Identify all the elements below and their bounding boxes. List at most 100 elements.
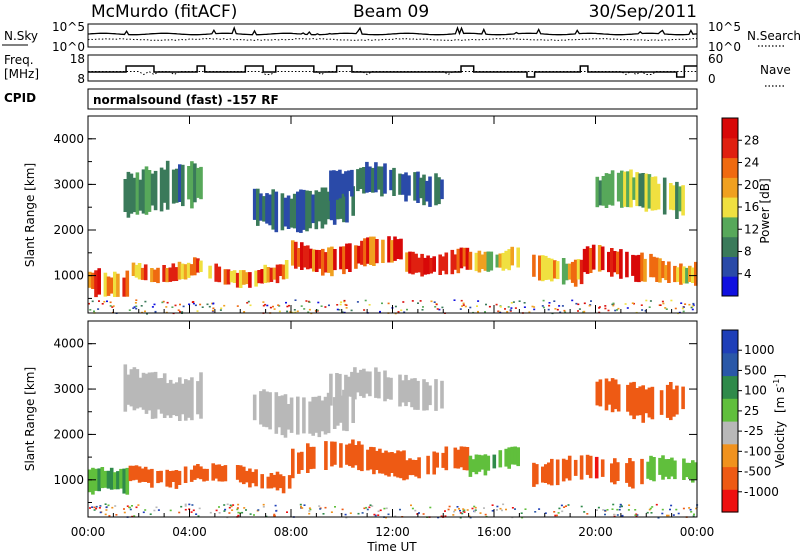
- echo-cell: [685, 462, 689, 478]
- scatter-cell: [146, 313, 148, 315]
- echo-cell: [183, 466, 188, 483]
- scatter-cell: [491, 510, 494, 512]
- scatter-cell: [555, 514, 558, 517]
- echo-cell: [315, 249, 319, 272]
- scatter-cell: [123, 508, 125, 510]
- scatter-cell: [548, 302, 551, 304]
- echo-cell: [392, 167, 396, 196]
- scatter-cell: [334, 506, 336, 508]
- echo-cell: [413, 378, 417, 410]
- scatter-cell: [316, 309, 319, 311]
- echo-cell: [610, 378, 615, 413]
- echo-cell: [277, 396, 282, 428]
- echo-cell: [610, 248, 614, 277]
- echo-cell: [375, 239, 379, 264]
- echo-cell: [405, 460, 409, 480]
- echo-cell: [272, 474, 277, 488]
- scatter-cell: [444, 510, 446, 512]
- echo-cell: [126, 171, 131, 218]
- scatter-cell: [507, 306, 510, 308]
- echo-cell: [398, 173, 402, 195]
- echo-cell: [311, 194, 315, 224]
- scatter-cell: [627, 509, 630, 511]
- echo-cell: [516, 447, 520, 467]
- scatter-cell: [604, 305, 607, 307]
- scatter-cell: [631, 302, 634, 304]
- echo-cell: [338, 169, 342, 199]
- echo-cell: [371, 167, 375, 193]
- echo-cell: [362, 167, 366, 194]
- echo-cell: [306, 245, 310, 270]
- echo-cell: [359, 167, 363, 189]
- echo-cell: [432, 451, 436, 475]
- echo-cell: [300, 451, 304, 470]
- scatter-cell: [511, 507, 514, 509]
- echo-cell: [232, 270, 237, 283]
- echo-cell: [410, 378, 414, 408]
- scatter-cell: [616, 514, 619, 516]
- echo-cell: [441, 452, 445, 468]
- scatter-cell: [109, 301, 112, 304]
- scatter-cell: [661, 512, 664, 515]
- scatter-cell: [308, 512, 311, 515]
- scatter-cell: [394, 515, 397, 518]
- echo-cell: [317, 395, 322, 438]
- scatter-cell: [104, 503, 107, 505]
- echo-cell: [168, 471, 173, 488]
- scatter-cell: [157, 509, 160, 511]
- scatter-cell: [301, 507, 304, 509]
- scatter-cell: [209, 511, 212, 514]
- power-ylabel: Slant Range [km]: [23, 163, 37, 267]
- echo-cell: [348, 243, 352, 272]
- scatter-cell: [114, 505, 117, 507]
- scatter-cell: [429, 506, 432, 509]
- scatter-cell: [674, 307, 677, 310]
- echo-cell: [604, 378, 609, 411]
- scatter-cell: [95, 507, 98, 510]
- scatter-cell: [178, 511, 181, 514]
- echo-cell: [625, 251, 629, 278]
- echo-cell: [175, 382, 179, 417]
- scatter-cell: [533, 306, 536, 308]
- y-tick-label: 1000: [53, 473, 84, 487]
- scatter-cell: [533, 308, 536, 311]
- scatter-cell: [453, 510, 456, 513]
- scatter-cell: [220, 307, 223, 310]
- echo-cell: [260, 474, 264, 489]
- echo-cell: [289, 198, 294, 228]
- echo-cell: [652, 457, 656, 482]
- echo-cell: [327, 247, 331, 273]
- echo-cell: [189, 264, 194, 276]
- echo-cell: [579, 259, 584, 285]
- echo-cell: [342, 246, 346, 275]
- scatter-cell: [133, 306, 136, 308]
- echo-cell: [613, 251, 617, 273]
- scatter-cell: [184, 505, 187, 507]
- echo-cell: [381, 239, 385, 263]
- echo-cell: [125, 270, 130, 297]
- power-axes: 1000 2000 3000 4000: [53, 132, 697, 299]
- scatter-cell: [670, 504, 673, 507]
- echo-cell: [263, 264, 267, 283]
- echo-cell: [341, 173, 345, 194]
- echo-cell: [383, 370, 387, 402]
- echo-cell: [613, 379, 618, 410]
- scatter-cell: [188, 303, 191, 306]
- scatter-cell: [651, 506, 654, 508]
- echo-cell: [632, 381, 636, 420]
- cpid-panel-frame: [87, 88, 698, 110]
- scatter-cell: [366, 508, 369, 511]
- scatter-cell: [215, 509, 218, 512]
- scatter-cell: [241, 511, 244, 514]
- echo-cell: [271, 189, 275, 230]
- echo-cell: [345, 389, 349, 432]
- scatter-cell: [692, 304, 695, 307]
- echo-cell: [265, 391, 269, 428]
- echo-cell: [688, 265, 692, 282]
- echo-cell: [564, 263, 569, 281]
- scatter-cell: [462, 304, 465, 306]
- echo-cell: [486, 455, 491, 471]
- scatter-cell: [262, 503, 265, 506]
- scatter-cell: [484, 513, 487, 516]
- scatter-cell: [135, 299, 138, 301]
